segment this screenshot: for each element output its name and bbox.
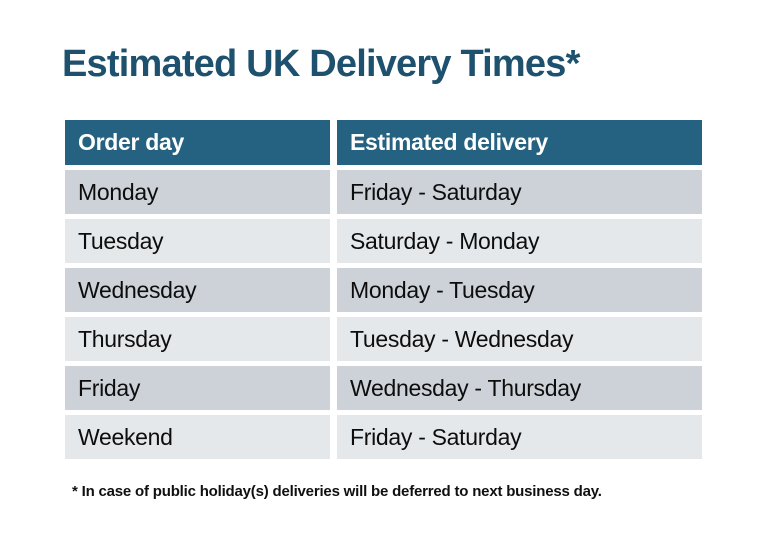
table-cell-estimated-delivery: Friday - Saturday	[337, 415, 702, 459]
page-title: Estimated UK Delivery Times*	[62, 43, 580, 85]
table-cell-order-day: Monday	[65, 170, 330, 214]
table-cell-estimated-delivery: Saturday - Monday	[337, 219, 702, 263]
delivery-times-table: Order day Estimated delivery Monday Frid…	[65, 120, 702, 459]
table-cell-order-day: Tuesday	[65, 219, 330, 263]
column-header-estimated-delivery: Estimated delivery	[337, 120, 702, 165]
table-cell-estimated-delivery: Monday - Tuesday	[337, 268, 702, 312]
table-cell-order-day: Thursday	[65, 317, 330, 361]
table-cell-estimated-delivery: Friday - Saturday	[337, 170, 702, 214]
table-cell-order-day: Friday	[65, 366, 330, 410]
table-cell-order-day: Weekend	[65, 415, 330, 459]
table-cell-order-day: Wednesday	[65, 268, 330, 312]
table-cell-estimated-delivery: Tuesday - Wednesday	[337, 317, 702, 361]
table-cell-estimated-delivery: Wednesday - Thursday	[337, 366, 702, 410]
footnote: * In case of public holiday(s) deliverie…	[72, 483, 602, 500]
column-header-order-day: Order day	[65, 120, 330, 165]
